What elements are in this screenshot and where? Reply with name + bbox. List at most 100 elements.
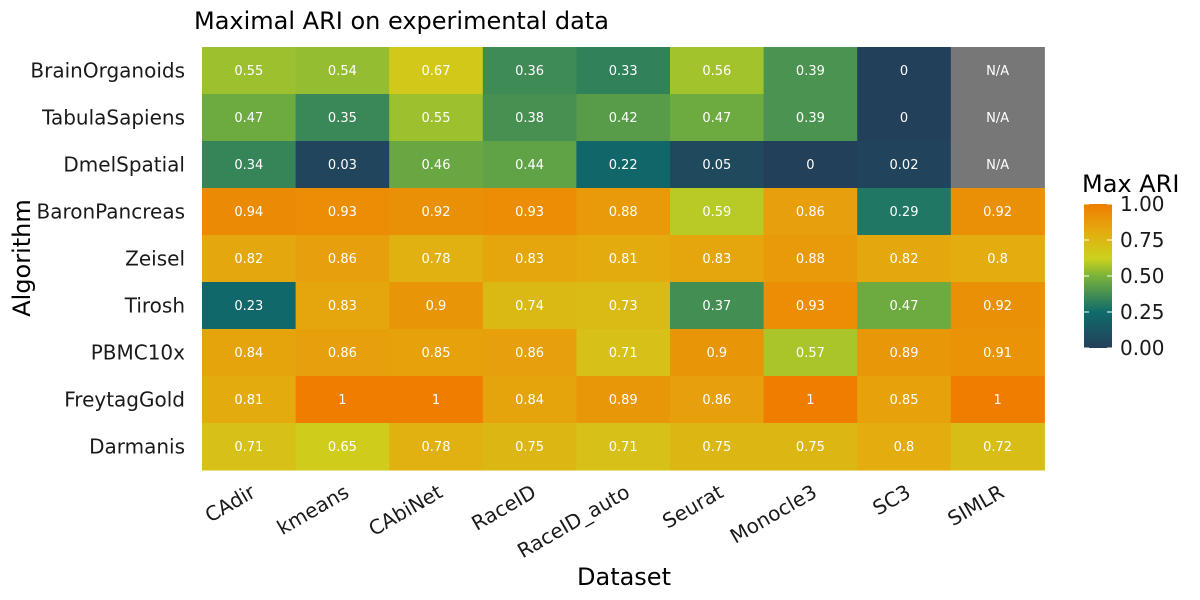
cell-value-label: 0.86 [702,393,731,408]
cell-value-label: N/A [986,158,1009,173]
y-axis-title: Algorithm [8,199,36,317]
heatmap-cell [389,235,484,283]
y-tick-label: Zeisel [125,247,185,271]
heatmap-cell [202,47,297,95]
heatmap-cell [857,282,952,330]
cell-value-label: 1 [338,393,346,408]
legend-title: Max ARI [1082,170,1179,198]
heatmap-cell [202,423,297,471]
cell-value-label: 0 [900,64,908,79]
heatmap-cell [576,94,671,142]
cell-value-label: 0.39 [796,64,825,79]
cell-value-label: 0.86 [328,252,357,267]
heatmap-cell [389,282,484,330]
heatmap-cell [857,47,952,95]
legend-tick-label: 0.75 [1120,228,1165,252]
legend-tick-label: 1.00 [1120,192,1165,216]
cell-value-label: 0.8 [987,252,1008,267]
legend-tick-label: 0.25 [1120,300,1165,324]
cell-value-label: 0.75 [702,440,731,455]
cell-value-label: 0.91 [983,346,1012,361]
heatmap-cell [670,423,765,471]
heatmap-cell [576,235,671,283]
cell-value-label: 1 [806,393,814,408]
heatmap-cell [482,47,577,95]
cell-value-label: 0.78 [422,252,451,267]
cell-value-label: 0.9 [706,346,727,361]
cell-value-label: 0.55 [234,64,263,79]
y-axis-tick-labels: BrainOrganoids TabulaSapiens DmelSpatial Ba… [30,59,185,459]
cell-value-label: 0.55 [422,111,451,126]
heatmap-cell [670,282,765,330]
heatmap-cell [950,235,1045,283]
heatmap-cell [670,329,765,377]
y-tick-label: DmelSpatial [63,153,185,177]
cell-value-label: 0.67 [422,64,451,79]
color-legend: Max ARI 0.00 0.25 0.50 0.75 1.00 [1082,170,1179,360]
cell-value-label: 0.03 [328,158,357,173]
y-tick-label: Tirosh [124,294,185,318]
cell-value-label: 0.86 [328,346,357,361]
heatmap-cell [482,282,577,330]
y-tick-label: FreytagGold [64,388,185,412]
heatmap-cell [295,94,390,142]
x-tick-label: RaceID [467,480,540,536]
cell-value-label: 0.86 [796,205,825,220]
heatmap-cell [576,282,671,330]
heatmap-cell [202,282,297,330]
heatmap-cell [482,188,577,236]
heatmap-cell [857,235,952,283]
heatmap-cell [202,188,297,236]
heatmap-cell [202,141,297,189]
heatmap-cell [202,329,297,377]
cell-value-label: 0.33 [609,64,638,79]
cell-value-label: 0.86 [515,346,544,361]
heatmap-cell [857,141,952,189]
cell-value-label: 0.81 [234,393,263,408]
heatmap-cell [763,47,858,95]
cell-value-label: 0.71 [234,440,263,455]
heatmap-cell [295,282,390,330]
legend-tick-label: 0.00 [1120,336,1165,360]
heatmap-cell [482,235,577,283]
cell-value-label: 0.44 [515,158,544,173]
heatmap-cell [670,47,765,95]
cell-value-label: 0.92 [983,299,1012,314]
heatmap-cell [202,235,297,283]
cell-value-label: 0.34 [234,158,263,173]
cell-value-label: 0.23 [234,299,263,314]
cell-value-label: 0.83 [328,299,357,314]
cell-value-label: 0.82 [890,252,919,267]
heatmap-cell [576,423,671,471]
heatmap-cell [576,329,671,377]
cell-value-label: 0.75 [515,440,544,455]
cell-value-label: 0.29 [890,205,919,220]
cell-value-label: 0.74 [515,299,544,314]
heatmap-cell [389,141,484,189]
cell-value-label: 1 [432,393,440,408]
cell-value-label: 0.84 [234,346,263,361]
cell-value-label: 0.93 [328,205,357,220]
heatmap-cell [763,94,858,142]
legend-ticks: 0.00 0.25 0.50 0.75 1.00 [1084,192,1165,360]
heatmap-cell [950,188,1045,236]
heatmap-cell [389,423,484,471]
cell-value-label: 0.8 [894,440,915,455]
heatmap-cell [295,376,390,424]
cell-value-label: 0.42 [609,111,638,126]
cell-value-label: 0.71 [609,440,638,455]
heatmap-cell [482,329,577,377]
heatmap-cell [763,329,858,377]
cell-value-label: 0.9 [426,299,447,314]
x-tick-label: CAbiNet [364,479,446,540]
y-tick-label: Darmanis [89,435,185,459]
cell-value-label: 0.89 [890,346,919,361]
cell-value-label: 0.37 [702,299,731,314]
cell-value-label: 1 [993,393,1001,408]
heatmap-cell [202,376,297,424]
x-axis-title: Dataset [577,563,671,591]
cell-value-label: 0.93 [796,299,825,314]
heatmap-cell [295,235,390,283]
